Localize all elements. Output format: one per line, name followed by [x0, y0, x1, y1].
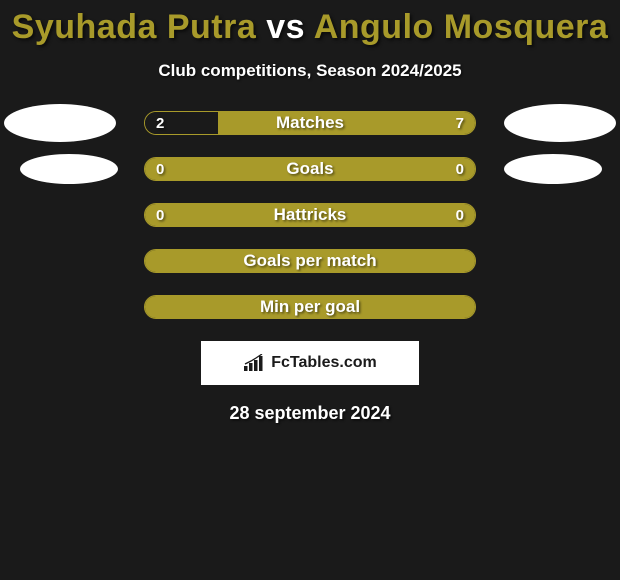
stat-row: Matches2 7	[0, 111, 620, 135]
stat-label: Hattricks	[145, 204, 475, 226]
player1-avatar	[20, 154, 118, 184]
stat-value-right: 7	[456, 112, 464, 134]
source-badge: FcTables.com	[201, 341, 419, 385]
stat-row: Goals per match	[0, 249, 620, 273]
stat-bar: Hattricks0 0	[144, 203, 476, 227]
stat-bar: Goals per match	[144, 249, 476, 273]
stat-bar: Min per goal	[144, 295, 476, 319]
subtitle: Club competitions, Season 2024/2025	[0, 61, 620, 81]
stat-row: Hattricks0 0	[0, 203, 620, 227]
stat-value-right: 0	[456, 158, 464, 180]
stat-bar: Matches2 7	[144, 111, 476, 135]
badge-text: FcTables.com	[271, 354, 377, 372]
date-text: 28 september 2024	[0, 403, 620, 424]
stats-area: Matches27Goals00Hattricks00Goals per mat…	[0, 111, 620, 319]
player2-name: Angulo Mosquera	[314, 8, 609, 46]
player2-avatar	[504, 154, 602, 184]
stat-row: Goals0 0	[0, 157, 620, 181]
player1-name: Syuhada Putra	[12, 8, 257, 46]
stat-label: Goals	[145, 158, 475, 180]
infographic-container: Syuhada Putra vs Angulo Mosquera Club co…	[0, 0, 620, 580]
page-title: Syuhada Putra vs Angulo Mosquera	[0, 0, 620, 47]
stat-row: Min per goal	[0, 295, 620, 319]
player2-avatar	[504, 104, 616, 142]
stat-value-left: 0	[156, 204, 164, 226]
stat-label: Min per goal	[145, 296, 475, 318]
stat-value-right: 0	[456, 204, 464, 226]
chart-icon	[243, 354, 267, 372]
stat-value-left: 0	[156, 158, 164, 180]
stat-label: Matches	[145, 112, 475, 134]
stat-value-left: 2	[156, 112, 164, 134]
stat-bar: Goals0 0	[144, 157, 476, 181]
player1-avatar	[4, 104, 116, 142]
vs-text: vs	[266, 8, 305, 46]
stat-label: Goals per match	[145, 250, 475, 272]
